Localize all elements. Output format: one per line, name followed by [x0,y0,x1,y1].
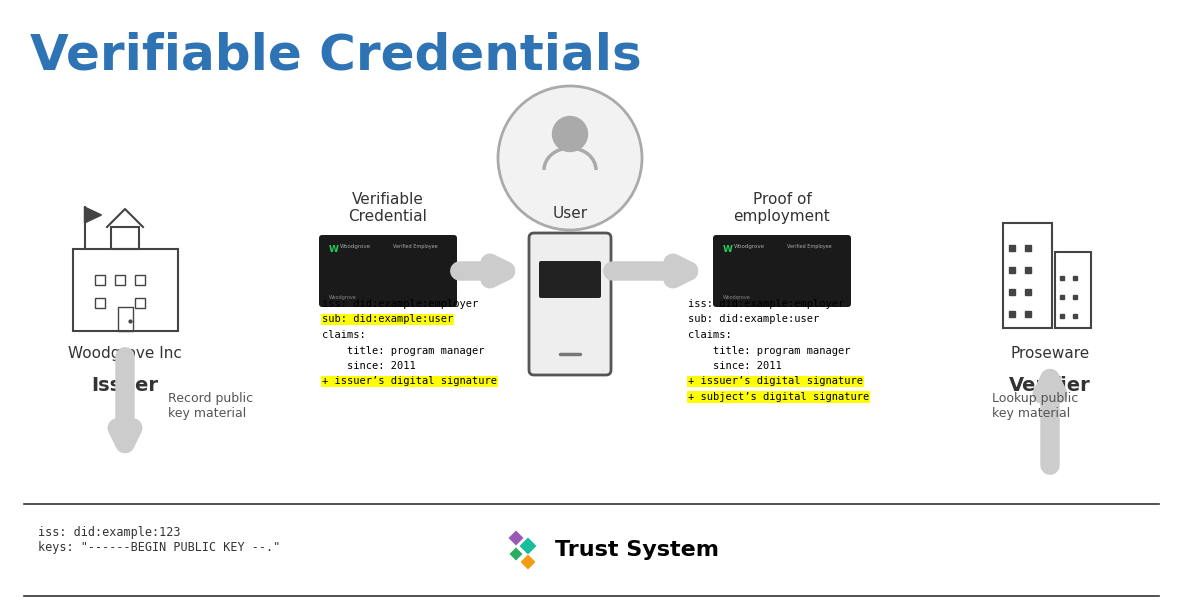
Text: since: 2011: since: 2011 [689,361,782,371]
Text: title: program manager: title: program manager [689,345,851,356]
Text: W: W [723,245,733,254]
Text: Proseware: Proseware [1010,346,1090,361]
Text: iss: did:example:123
keys: "------BEGIN PUBLIC KEY --.": iss: did:example:123 keys: "------BEGIN … [38,526,280,554]
Text: Trust System: Trust System [555,540,719,560]
Polygon shape [521,554,536,570]
Bar [1002,223,1052,328]
Polygon shape [519,537,537,555]
Polygon shape [509,547,523,561]
Text: Issuer: Issuer [91,376,159,395]
Text: iss: did:example:employer: iss: did:example:employer [689,299,845,309]
Text: since: 2011: since: 2011 [322,361,415,371]
Bar [95,298,105,308]
Text: Woodgrove: Woodgrove [329,295,357,300]
Text: iss: did:example:employer: iss: did:example:employer [322,299,478,309]
Text: claims:: claims: [322,330,366,340]
Text: Verified Employee: Verified Employee [787,244,832,249]
Circle shape [552,116,588,152]
Polygon shape [508,530,524,546]
Text: Verifier: Verifier [1009,376,1091,395]
Text: User: User [552,206,588,221]
FancyBboxPatch shape [529,233,610,375]
Bar [1055,253,1091,328]
Text: Woodgrove Inc: Woodgrove Inc [69,346,182,361]
Text: claims:: claims: [689,330,732,340]
Bar [117,307,132,331]
Text: Verifiable
Credential: Verifiable Credential [349,191,427,224]
Text: + subject’s digital signature: + subject’s digital signature [689,392,870,402]
FancyBboxPatch shape [319,235,457,307]
Text: Woodgrove: Woodgrove [723,295,751,300]
Text: Record public
key material: Record public key material [168,392,253,420]
Bar [111,227,138,249]
FancyBboxPatch shape [713,235,851,307]
Circle shape [498,86,642,230]
Text: Woodgrove: Woodgrove [340,244,371,249]
Bar [95,275,105,285]
Bar [72,249,177,331]
Text: Lookup public
key material: Lookup public key material [993,392,1078,420]
Text: W: W [329,245,338,254]
Text: sub: did:example:user: sub: did:example:user [322,315,453,324]
Bar [135,275,146,285]
FancyBboxPatch shape [539,261,601,298]
Text: Proof of
employment: Proof of employment [733,191,830,224]
Bar [115,275,125,285]
Text: Verified Employee: Verified Employee [393,244,438,249]
Polygon shape [84,207,102,223]
Text: + issuer’s digital signature: + issuer’s digital signature [689,376,864,387]
Text: sub: did:example:user: sub: did:example:user [689,315,820,324]
Text: title: program manager: title: program manager [322,345,485,356]
Text: Verifiable Credentials: Verifiable Credentials [30,31,641,79]
Text: + issuer’s digital signature: + issuer’s digital signature [322,376,497,387]
Bar [135,298,146,308]
Text: Woodgrove: Woodgrove [733,244,765,249]
